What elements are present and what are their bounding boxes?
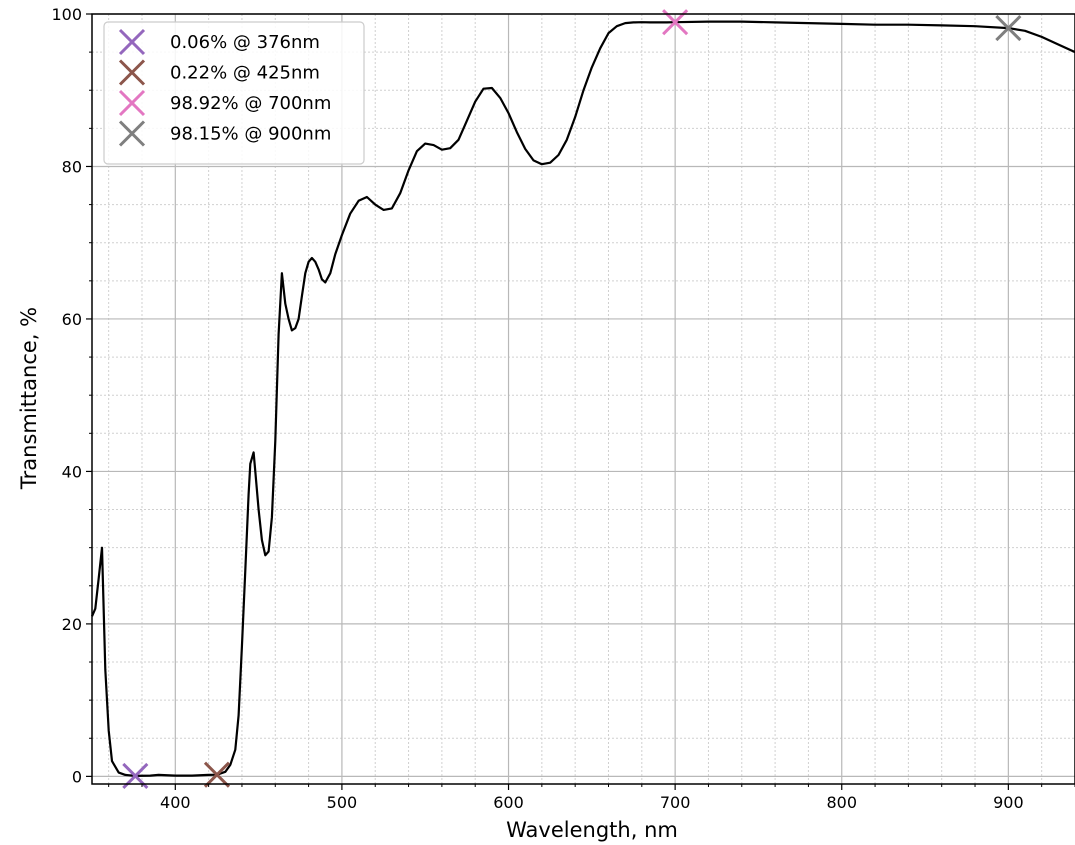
y-tick-label: 40: [62, 462, 82, 481]
marker-stroke: [118, 28, 146, 56]
y-tick-label: 80: [62, 157, 82, 176]
x-tick-label: 900: [993, 793, 1024, 812]
series-layer: [90, 20, 1075, 778]
data-marker-3: [995, 15, 1022, 42]
legend-label-3: 98.15% @ 900nm: [170, 124, 331, 145]
marker-stroke: [118, 120, 146, 147]
legend: 0.06% @ 376nm 0.22% @ 425nm 98.92% @ 700nm…: [103, 21, 365, 165]
x-axis-title: Wavelength, nm: [506, 818, 678, 842]
legend-label-0: 0.06% @ 376nm: [170, 32, 320, 53]
legend-marker-3: [118, 120, 146, 147]
series-line-0: [90, 20, 1075, 778]
y-axis-title: Transmittance, %: [17, 307, 41, 490]
legend-box: [103, 21, 365, 165]
x-tick-label: 700: [660, 793, 691, 812]
plot-frame: [91, 13, 1075, 785]
legend-label-2: 98.92% @ 700nm: [170, 93, 331, 114]
x-tick-label: 600: [493, 793, 524, 812]
legend-marker-2: [118, 89, 146, 117]
legend-marker-0: [118, 28, 146, 56]
x-tick-label: 500: [327, 793, 358, 812]
y-axis-ticks: 0 20 40 60 80 100: [51, 5, 92, 786]
x-tick-label: 800: [826, 793, 857, 812]
marker-stroke: [118, 59, 146, 86]
legend-marker-1: [118, 59, 146, 86]
y-tick-label: 0: [72, 767, 82, 786]
marker-stroke: [203, 761, 231, 788]
marker-stroke: [118, 89, 146, 117]
marker-stroke: [995, 15, 1022, 42]
x-tick-label: 400: [160, 793, 191, 812]
data-marker-1: [203, 761, 231, 788]
y-tick-label: 60: [62, 310, 82, 329]
axes: [91, 13, 1075, 785]
y-tick-label: 20: [62, 615, 82, 634]
y-tick-label: 100: [51, 5, 82, 24]
x-axis-ticks: 400 500 600 700 800 900: [108, 784, 1075, 812]
legend-label-1: 0.22% @ 425nm: [170, 63, 320, 84]
